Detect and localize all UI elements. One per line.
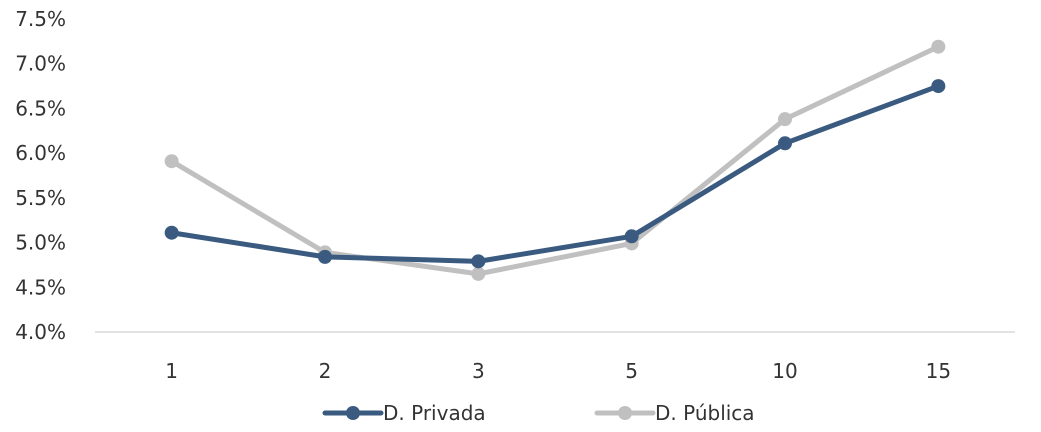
data-point bbox=[164, 154, 179, 169]
series-publica bbox=[164, 39, 946, 281]
y-tick-label: 6.5% bbox=[15, 96, 66, 120]
data-point bbox=[931, 39, 946, 54]
data-point bbox=[318, 249, 332, 264]
legend-marker-icon bbox=[618, 406, 632, 420]
x-tick-label: 2 bbox=[319, 359, 332, 383]
x-tick-label: 10 bbox=[772, 359, 797, 383]
y-axis-tick-labels: 4.0% 4.5% 5.0% 5.5% 6.0% 6.5% 7.0% 7.5% bbox=[15, 7, 66, 344]
legend-label: D. Pública bbox=[655, 401, 755, 425]
legend: D. Privada D. Pública bbox=[322, 401, 755, 425]
x-tick-label: 1 bbox=[165, 359, 178, 383]
x-tick-label: 15 bbox=[926, 359, 951, 383]
data-point bbox=[624, 229, 639, 244]
series-line bbox=[169, 44, 941, 277]
y-tick-label: 6.0% bbox=[15, 141, 66, 165]
data-point bbox=[778, 136, 792, 151]
legend-label: D. Privada bbox=[383, 401, 486, 425]
data-point bbox=[471, 266, 486, 281]
series-privada bbox=[164, 79, 946, 269]
x-axis-tick-labels: 1 2 3 5 10 15 bbox=[165, 359, 951, 383]
legend-marker-icon bbox=[346, 406, 360, 420]
y-tick-label: 7.5% bbox=[15, 7, 66, 31]
x-tick-label: 5 bbox=[625, 359, 638, 383]
data-point bbox=[931, 79, 946, 94]
x-tick-label: 3 bbox=[472, 359, 485, 383]
y-tick-label: 4.5% bbox=[15, 275, 66, 299]
series-layer bbox=[164, 39, 946, 281]
data-point bbox=[471, 254, 486, 269]
data-point bbox=[164, 225, 179, 240]
y-tick-label: 7.0% bbox=[15, 52, 66, 76]
series-line bbox=[169, 83, 941, 264]
y-tick-label: 4.0% bbox=[15, 320, 66, 344]
legend-item: D. Privada bbox=[322, 401, 486, 425]
data-point bbox=[778, 112, 792, 127]
legend-item: D. Pública bbox=[594, 401, 755, 425]
y-tick-label: 5.0% bbox=[15, 231, 66, 255]
y-tick-label: 5.5% bbox=[15, 186, 66, 210]
